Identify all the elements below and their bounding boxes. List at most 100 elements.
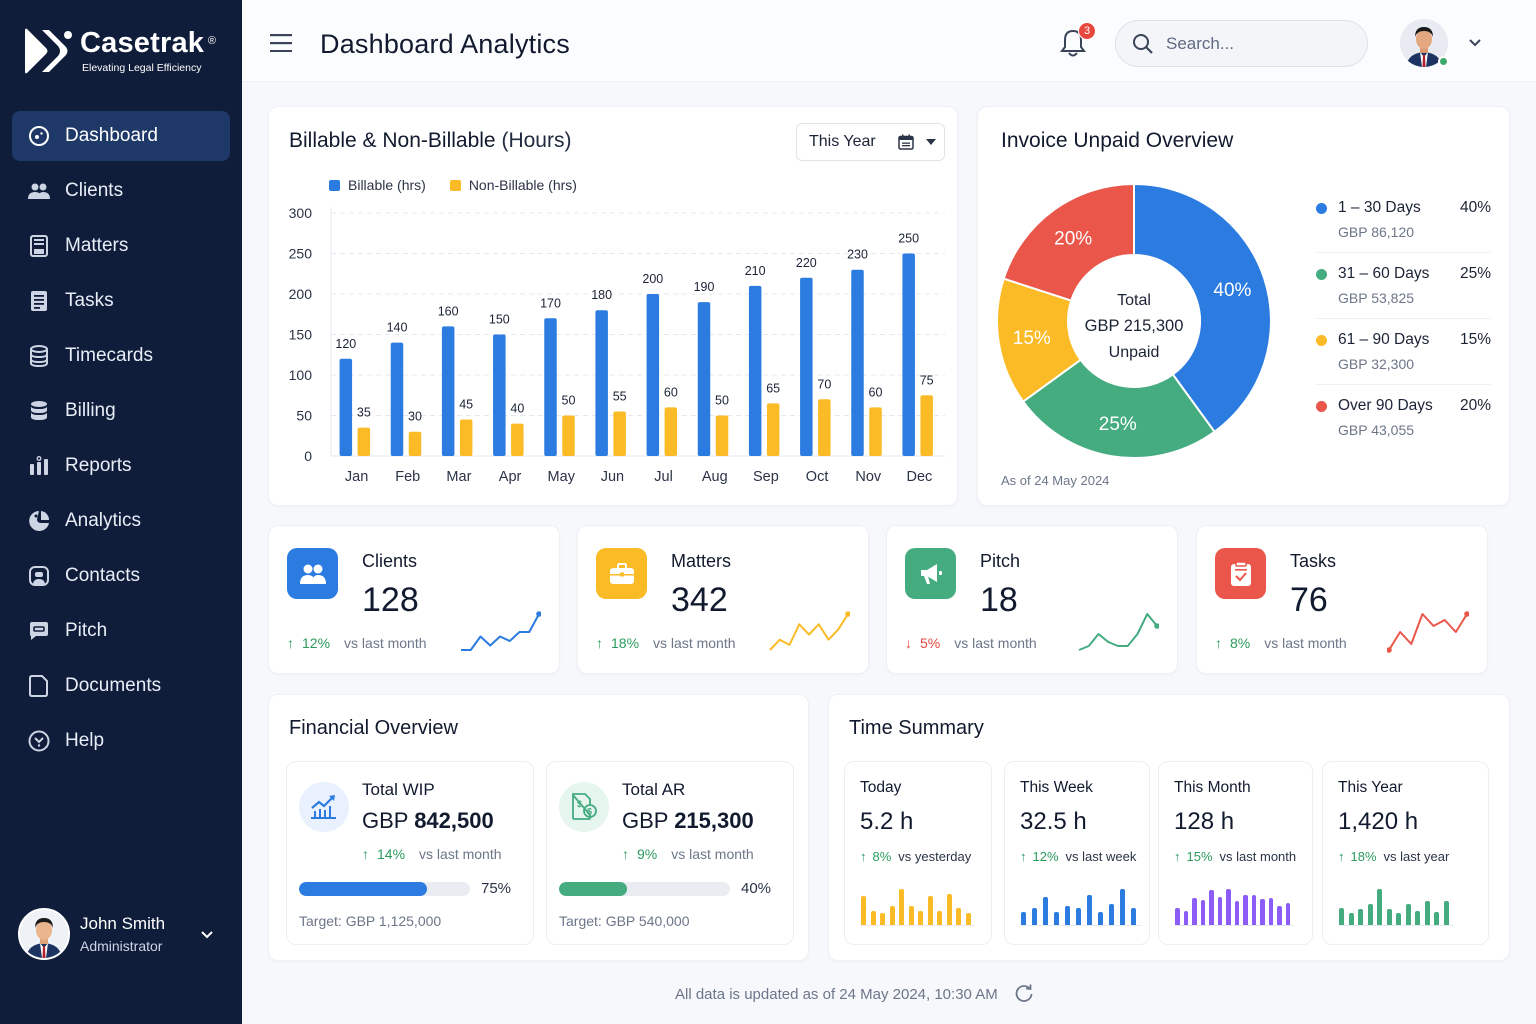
non-billable-bar[interactable] — [562, 415, 575, 457]
period-select[interactable]: This Year — [796, 123, 945, 161]
billable-bar[interactable] — [646, 294, 660, 456]
billable-bar[interactable] — [748, 285, 762, 456]
stat-card-matters[interactable]: Matters 342 ↑ 18% vs last month — [577, 525, 869, 674]
sidebar-item-contacts[interactable]: Contacts — [12, 551, 230, 601]
billable-bar[interactable] — [339, 358, 353, 456]
bar-value-label: 170 — [540, 296, 561, 310]
brand-logo[interactable]: Casetrak ® Elevating Legal Efficiency — [22, 26, 216, 76]
menu-icon[interactable] — [270, 34, 292, 52]
non-billable-bar[interactable] — [408, 431, 422, 456]
sidebar-item-label: Documents — [65, 675, 162, 696]
mini-bar — [1192, 898, 1197, 925]
non-billable-bar[interactable] — [664, 407, 678, 456]
x-tick-label: Apr — [499, 469, 522, 485]
user-profile[interactable]: John Smith Administrator — [18, 908, 228, 960]
non-billable-bar[interactable] — [869, 407, 882, 456]
sidebar-item-tasks[interactable]: Tasks — [12, 276, 230, 326]
stat-card-pitch[interactable]: Pitch 18 ↓ 5% vs last month — [886, 525, 1178, 674]
billable-bar[interactable] — [544, 318, 557, 456]
stat-card-tasks[interactable]: Tasks 76 ↑ 8% vs last month — [1196, 525, 1488, 674]
billable-bar[interactable] — [595, 310, 608, 456]
non-billable-bar[interactable] — [766, 403, 780, 456]
legend-row[interactable]: 1 – 30 Days 40% GBP 86,120 — [1316, 199, 1491, 253]
sidebar-item-label: Pitch — [65, 620, 108, 641]
mini-bar — [1098, 912, 1103, 925]
donut-slice[interactable] — [1133, 182, 1272, 434]
x-tick-label: May — [548, 469, 576, 485]
change-comparison: vs last week — [1065, 849, 1137, 864]
top-bar: Dashboard Analytics 3 — [242, 0, 1536, 82]
legend-row[interactable]: 61 – 90 Days 15% GBP 32,300 — [1316, 331, 1491, 385]
sparkline — [769, 611, 850, 651]
sparkline-end-dot — [845, 611, 850, 617]
mini-bar-chart — [1021, 880, 1142, 926]
hours-change: ↑ 8% vs yesterday — [860, 849, 971, 864]
non-billable-bar[interactable] — [357, 427, 371, 456]
period-label: This Year — [1338, 779, 1403, 796]
change-comparison: vs last month — [954, 635, 1037, 651]
search-input[interactable] — [1166, 33, 1346, 54]
time-summary-this-week[interactable]: This Week 32.5 h ↑ 12% vs last week — [1004, 761, 1150, 945]
brand-name: Casetrak — [80, 27, 205, 59]
legend-row[interactable]: 31 – 60 Days 25% GBP 53,825 — [1316, 265, 1491, 319]
donut-slice[interactable] — [1021, 358, 1216, 459]
mini-bar — [1243, 895, 1248, 925]
sidebar-item-help[interactable]: Help — [12, 716, 230, 766]
period-label: This Week — [1020, 779, 1093, 796]
dashboard-icon — [28, 125, 50, 147]
sidebar-item-clients[interactable]: Clients — [12, 166, 230, 216]
chevron-down-icon[interactable] — [200, 930, 214, 939]
sparkline — [1078, 613, 1159, 651]
search-bar[interactable] — [1115, 20, 1368, 67]
sidebar-item-reports[interactable]: Reports — [12, 441, 230, 491]
header-avatar[interactable] — [1400, 19, 1448, 67]
donut-slice[interactable] — [1002, 182, 1135, 302]
non-billable-bar[interactable] — [459, 419, 473, 456]
financial-overview-card: Financial Overview Total WIP GBP 842,500 ↑… — [268, 694, 809, 961]
billable-bar[interactable] — [902, 253, 915, 457]
non-billable-bar[interactable] — [818, 399, 831, 456]
sidebar-item-matters[interactable]: Matters — [12, 221, 230, 271]
stat-card-clients[interactable]: Clients 128 ↑ 12% vs last month — [268, 525, 560, 674]
sidebar-item-pitch[interactable]: Pitch — [12, 606, 230, 656]
tasks-icon — [28, 290, 50, 312]
sidebar-item-documents[interactable]: Documents — [12, 661, 230, 711]
mini-bar — [946, 893, 952, 925]
mini-bar — [1175, 908, 1180, 925]
billable-bar[interactable] — [493, 334, 506, 457]
briefcase-icon — [596, 548, 647, 599]
legend-amount: GBP 32,300 — [1338, 356, 1415, 372]
hours-change: ↑ 12% vs last week — [1020, 849, 1136, 864]
billable-bar[interactable] — [390, 342, 404, 456]
chevron-down-icon[interactable] — [1468, 38, 1482, 47]
change-percent: 18% — [611, 635, 640, 651]
sidebar-item-analytics[interactable]: Analytics — [12, 496, 230, 546]
financial-item-total-wip[interactable]: Total WIP GBP 842,500 ↑ 14% vs last month 75%… — [286, 761, 534, 945]
sidebar-item-billing[interactable]: Billing — [12, 386, 230, 436]
legend-row[interactable]: Over 90 Days 20% GBP 43,055 — [1316, 397, 1491, 450]
progress-fill — [559, 882, 628, 896]
mini-bar — [965, 913, 971, 925]
sidebar-item-label: Clients — [65, 180, 124, 201]
billing-icon — [28, 400, 50, 422]
mini-bar — [1277, 905, 1282, 925]
sidebar-item-timecards[interactable]: Timecards — [12, 331, 230, 381]
time-summary-today[interactable]: Today 5.2 h ↑ 8% vs yesterday — [844, 761, 992, 945]
billable-bar[interactable] — [800, 277, 813, 456]
billable-bar[interactable] — [697, 302, 711, 456]
time-summary-this-month[interactable]: This Month 128 h ↑ 15% vs last month — [1158, 761, 1313, 945]
non-billable-bar[interactable] — [920, 395, 933, 456]
refresh-icon[interactable] — [1014, 984, 1034, 1004]
amount-value: 842,500 — [414, 808, 494, 833]
bar-value-label: 210 — [745, 264, 766, 278]
billable-bar[interactable] — [441, 326, 455, 456]
y-tick-label: 50 — [296, 408, 312, 424]
caret-down-icon — [925, 139, 936, 145]
billable-bar[interactable] — [851, 269, 864, 456]
financial-item-total-ar[interactable]: $ $ Total AR GBP 215,300 ↑ 9% vs last month 40%… — [546, 761, 794, 945]
non-billable-bar[interactable] — [613, 411, 626, 456]
non-billable-bar[interactable] — [511, 423, 524, 456]
non-billable-bar[interactable] — [715, 415, 729, 457]
sidebar-item-dashboard[interactable]: Dashboard — [12, 111, 230, 161]
time-summary-this-year[interactable]: This Year 1,420 h ↑ 18% vs last year — [1322, 761, 1489, 945]
